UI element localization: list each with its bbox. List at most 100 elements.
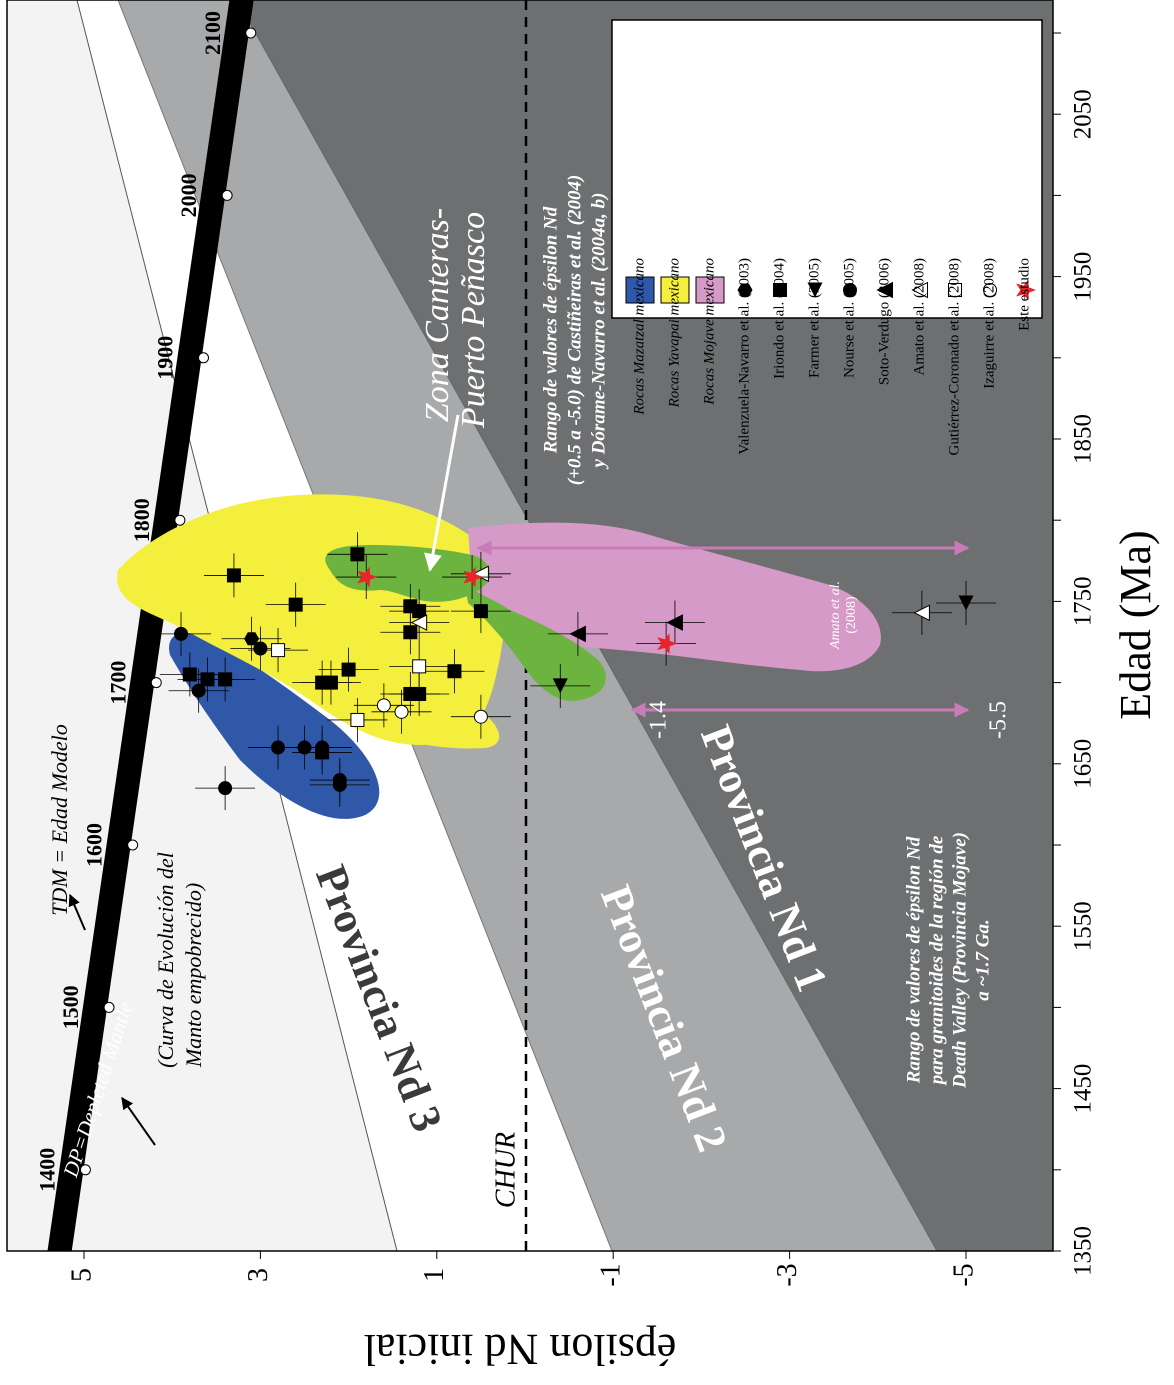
amato-field-label: (2008) [844,596,859,634]
legend-symbol [1016,279,1036,301]
amato-field-label: Amato et al. [828,581,843,650]
dm-age-marker [79,1164,91,1176]
dm-age-marker [221,189,233,201]
data-point [569,625,586,643]
age-tick-label: 1750 [1070,576,1097,626]
curva-annotation: Manto empobrecido) [181,883,206,1068]
data-point [174,626,189,641]
dm-curve-line [47,0,254,1251]
age-tick-label: 1850 [1070,414,1097,464]
rango1-annotation: Rango de valores de épsilon Nd [540,206,561,454]
data-point [657,633,678,655]
data-point [473,604,488,619]
curva-arrow [121,1097,156,1146]
x-axis-title: Edad (Ma) [1111,530,1160,719]
data-point [253,641,268,656]
legend-swatch [660,276,690,304]
eps-tick-label: -5 [948,1263,979,1286]
data-point [350,712,365,727]
plot-frame [6,0,1054,1252]
legend-symbol [983,283,997,297]
data-point [315,740,330,755]
data-point [218,781,233,796]
zona-label: Zona Canteras- [419,208,456,422]
canteras-field [465,585,606,701]
rango2-annotation: para granitoides de la región de [926,835,947,1086]
tdm-arrow [68,893,86,931]
eps-tick-label: -3 [772,1263,803,1286]
legend-label: Rocas Mojave mexicano [701,258,717,406]
curva-annotation: (Curva de Evolución del [153,852,178,1068]
data-point [403,625,418,640]
zona-arrow [424,414,460,572]
data-point [666,614,683,631]
legend-label: Soto-Verdugo (2006) [876,258,892,385]
legend-symbol [773,283,787,297]
dm-age-marker [198,352,210,364]
age-tick-label: 1450 [1070,1064,1097,1114]
dm-age-label: 1800 [129,498,154,542]
data-point [412,659,427,674]
data-point [271,643,286,658]
data-point [182,667,197,682]
dm-age-marker [127,839,139,851]
rango2-annotation: a ~1.7 Ga. [972,919,993,1001]
data-point [410,614,428,631]
data-point [332,777,347,792]
dm-age-label: 1500 [58,985,83,1029]
data-point [350,547,365,562]
legend-label: Gutiérrez-Coronado et al. (2008) [946,258,962,455]
legend-symbol [737,283,753,297]
range-max-label: -5.5 [986,701,1012,739]
data-point [463,566,484,588]
age-tick-label: 1550 [1070,901,1097,951]
eps-tick-label: -1 [596,1263,627,1286]
eps-tick-label: 3 [243,1268,274,1282]
data-point [226,568,241,583]
tdm-annotation: TDM = Edad Modelo [47,724,72,915]
rango1-annotation: y Dórame-Navarro et al. (2004a, b) [588,193,609,470]
legend-swatch [625,276,655,304]
zona-label: Puerto Peñasco [455,212,492,429]
legend-symbol [807,282,823,298]
data-point [341,662,356,677]
data-point [447,664,462,679]
eps-tick-label: 5 [66,1268,97,1282]
legend-label: Farmer et al. (2005) [806,258,822,378]
data-point [958,595,974,611]
legend-swatch [695,276,725,304]
chur-label: CHUR [490,1132,521,1208]
dm-age-marker [150,677,162,689]
range-min-label: -1.4 [646,701,672,739]
data-point [552,678,568,694]
legend-label: Rocas Mazatzal mexicano [631,258,647,416]
dm-age-label: 2000 [176,173,201,217]
data-point [357,566,378,588]
area-above-dm-field [7,0,60,1251]
rango2-annotation: Rango de valores de épsilon Nd [903,836,924,1084]
dm-age-label: 1400 [34,1148,59,1192]
dm-age-marker [103,1001,115,1013]
dm-age-label: 2100 [200,11,225,55]
rango2-annotation: Death Valley (Provincia Mojave) [949,832,970,1089]
dm-age-marker [245,27,257,39]
data-point [244,632,260,646]
legend-label: Rocas Yavapai mexicano [666,258,682,409]
legend-box [611,19,1043,319]
legend-label: Izaguirre et al. (2008) [981,258,997,389]
yavapai-field [349,660,500,749]
legend-label: Valenzuela-Navarro et al. (2003) [736,258,752,455]
legend-label: Este estudio [1016,258,1032,331]
age-tick-label: 1650 [1070,739,1097,789]
data-point [218,672,233,687]
dm-age-label: 1700 [105,661,130,705]
age-tick-label: 1350 [1070,1226,1097,1276]
dm-age-label: 1900 [153,336,178,380]
dm-age-label: 1600 [82,823,107,867]
age-tick-label: 1950 [1070,252,1097,302]
legend-symbol [843,283,857,297]
y-axis-title: épsilon Nd inicial [364,1325,677,1374]
eps-tick-label: 1 [419,1268,450,1282]
